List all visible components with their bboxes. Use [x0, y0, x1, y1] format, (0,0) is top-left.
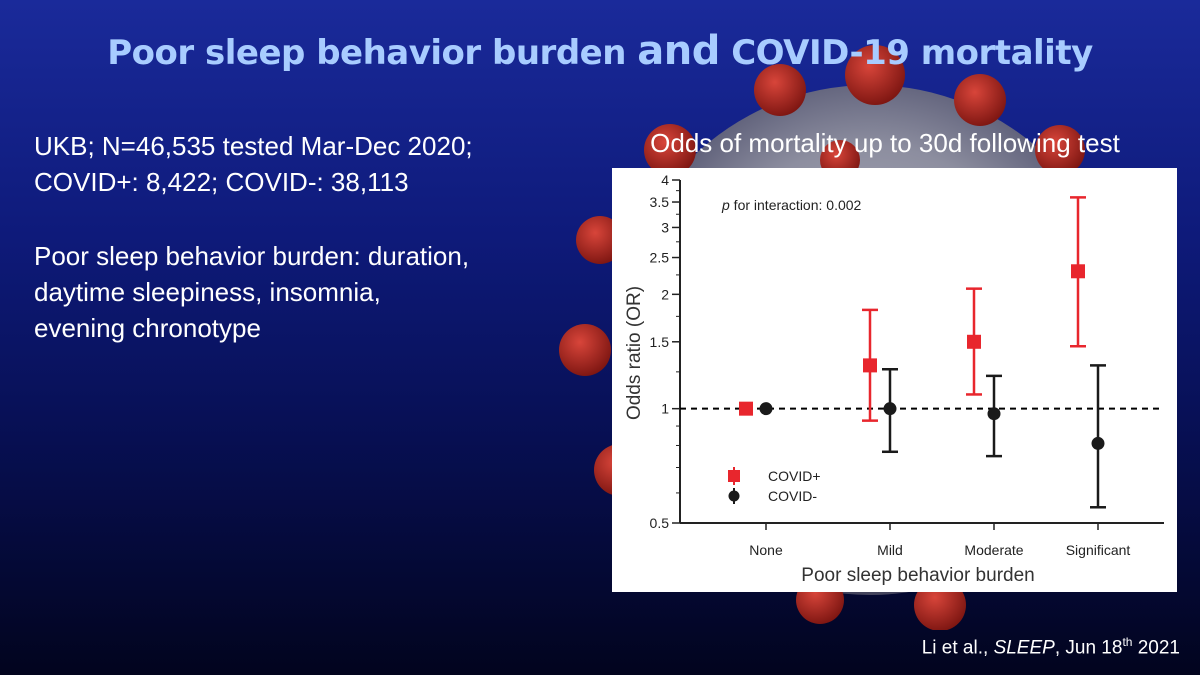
y-tick-label: 0.5: [650, 515, 670, 531]
burden-line-3: evening chronotype: [34, 313, 261, 343]
chart-legend: COVID+ COVID-: [728, 467, 821, 504]
legend-label: COVID-: [768, 488, 817, 504]
y-axis: 0.5 1 1.5 2 2.5 3 3.5 4: [650, 172, 681, 531]
slide-title: Poor sleep behavior burden and COVID-19 …: [0, 28, 1200, 74]
x-axis-title: Poor sleep behavior burden: [801, 565, 1034, 586]
x-axis: None Mild Moderate Significant: [680, 522, 1164, 558]
study-line-2: COVID+: 8,422; COVID-: 38,113: [34, 167, 409, 197]
annotation-rest: for interaction: 0.002: [730, 197, 862, 213]
data-point-square: [967, 334, 981, 349]
interaction-annotation: p for interaction: 0.002: [721, 197, 862, 213]
data-point-circle: [987, 407, 1001, 421]
citation-date-sup: th: [1122, 634, 1133, 649]
title-part-2: and: [637, 28, 720, 74]
y-tick-label: 3: [661, 219, 669, 235]
data-point-circle: [883, 402, 897, 416]
data-point-square: [739, 401, 753, 416]
data-marks: [739, 196, 1106, 509]
odds-ratio-chart: 0.5 1 1.5 2 2.5 3 3.5 4 None Mild Moderate Signifi…: [624, 172, 1164, 586]
title-part-1: Poor sleep behavior burden: [107, 33, 626, 73]
data-point-square: [863, 358, 877, 373]
data-point-circle: [1091, 436, 1105, 450]
y-axis-title: Odds ratio (OR): [624, 286, 645, 420]
title-part-3: COVID-19 mortality: [731, 33, 1093, 73]
legend-label: COVID+: [768, 468, 821, 484]
data-point-circle: [759, 402, 773, 416]
chart-panel: 0.5 1 1.5 2 2.5 3 3.5 4 None Mild Moderate Signifi…: [612, 168, 1177, 592]
x-tick-label: Significant: [1066, 542, 1131, 558]
y-tick-label: 1.5: [650, 334, 670, 350]
citation-date-post: 2021: [1132, 637, 1180, 658]
citation-date-pre: , Jun 18: [1054, 637, 1123, 658]
x-tick-label: None: [749, 542, 783, 558]
study-line-1: UKB; N=46,535 tested Mar-Dec 2020;: [34, 131, 473, 161]
x-tick-label: Moderate: [964, 542, 1023, 558]
annotation-p: p: [721, 197, 730, 213]
study-description: UKB; N=46,535 tested Mar-Dec 2020; COVID…: [34, 128, 473, 200]
burden-line-1: Poor sleep behavior burden: duration,: [34, 241, 470, 271]
burden-line-2: daytime sleepiness, insomnia,: [34, 277, 381, 307]
x-tick-label: Mild: [877, 542, 903, 558]
burden-description: Poor sleep behavior burden: duration, da…: [34, 238, 469, 346]
y-tick-label: 2.5: [650, 250, 670, 266]
y-tick-label: 2: [661, 286, 669, 302]
data-point-square: [1071, 264, 1085, 279]
citation-authors: Li et al.,: [921, 637, 994, 658]
y-tick-label: 4: [661, 172, 669, 188]
y-tick-label: 3.5: [650, 194, 670, 210]
y-tick-label: 1: [661, 401, 669, 417]
chart-heading: Odds of mortality up to 30d following te…: [650, 128, 1120, 158]
citation-journal: SLEEP: [993, 637, 1055, 658]
citation: Li et al., SLEEP, Jun 18th 2021: [922, 635, 1180, 659]
